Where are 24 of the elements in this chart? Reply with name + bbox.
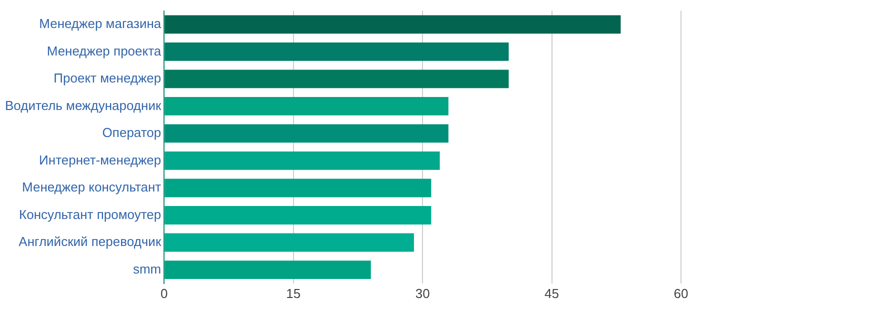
y-tick-label: Проект менеджер — [54, 70, 162, 86]
x-tick-label: 15 — [286, 286, 301, 301]
x-tick-label: 60 — [674, 286, 688, 301]
x-tick-label: 0 — [160, 286, 168, 301]
y-tick-label: Консультант промоутер — [19, 206, 162, 222]
y-tick-label: Менеджер проекта — [46, 43, 162, 58]
bar — [164, 178, 432, 198]
y-tick-label: Водитель международник — [5, 98, 162, 113]
y-tick-label: Английский переводчик — [18, 234, 162, 250]
bar — [164, 152, 440, 170]
y-tick-label: Менеджер магазина — [39, 16, 162, 32]
x-tick-label: 45 — [544, 286, 560, 301]
y-tick-label: Интернет-менеджер — [39, 152, 162, 168]
x-tick-label: 30 — [415, 286, 430, 301]
bar — [164, 42, 509, 61]
bar — [164, 97, 448, 116]
bar — [164, 233, 414, 252]
bar — [164, 206, 432, 224]
bar — [164, 15, 621, 34]
y-tick-label: smm — [132, 261, 162, 276]
y-tick-label: Менеджер консультант — [22, 180, 162, 195]
y-tick-label: Оператор — [102, 125, 162, 140]
bar — [164, 260, 371, 279]
bar — [164, 70, 509, 88]
